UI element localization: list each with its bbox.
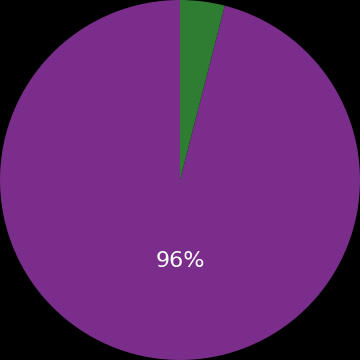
Wedge shape [180,0,225,180]
Text: 96%: 96% [155,251,205,271]
